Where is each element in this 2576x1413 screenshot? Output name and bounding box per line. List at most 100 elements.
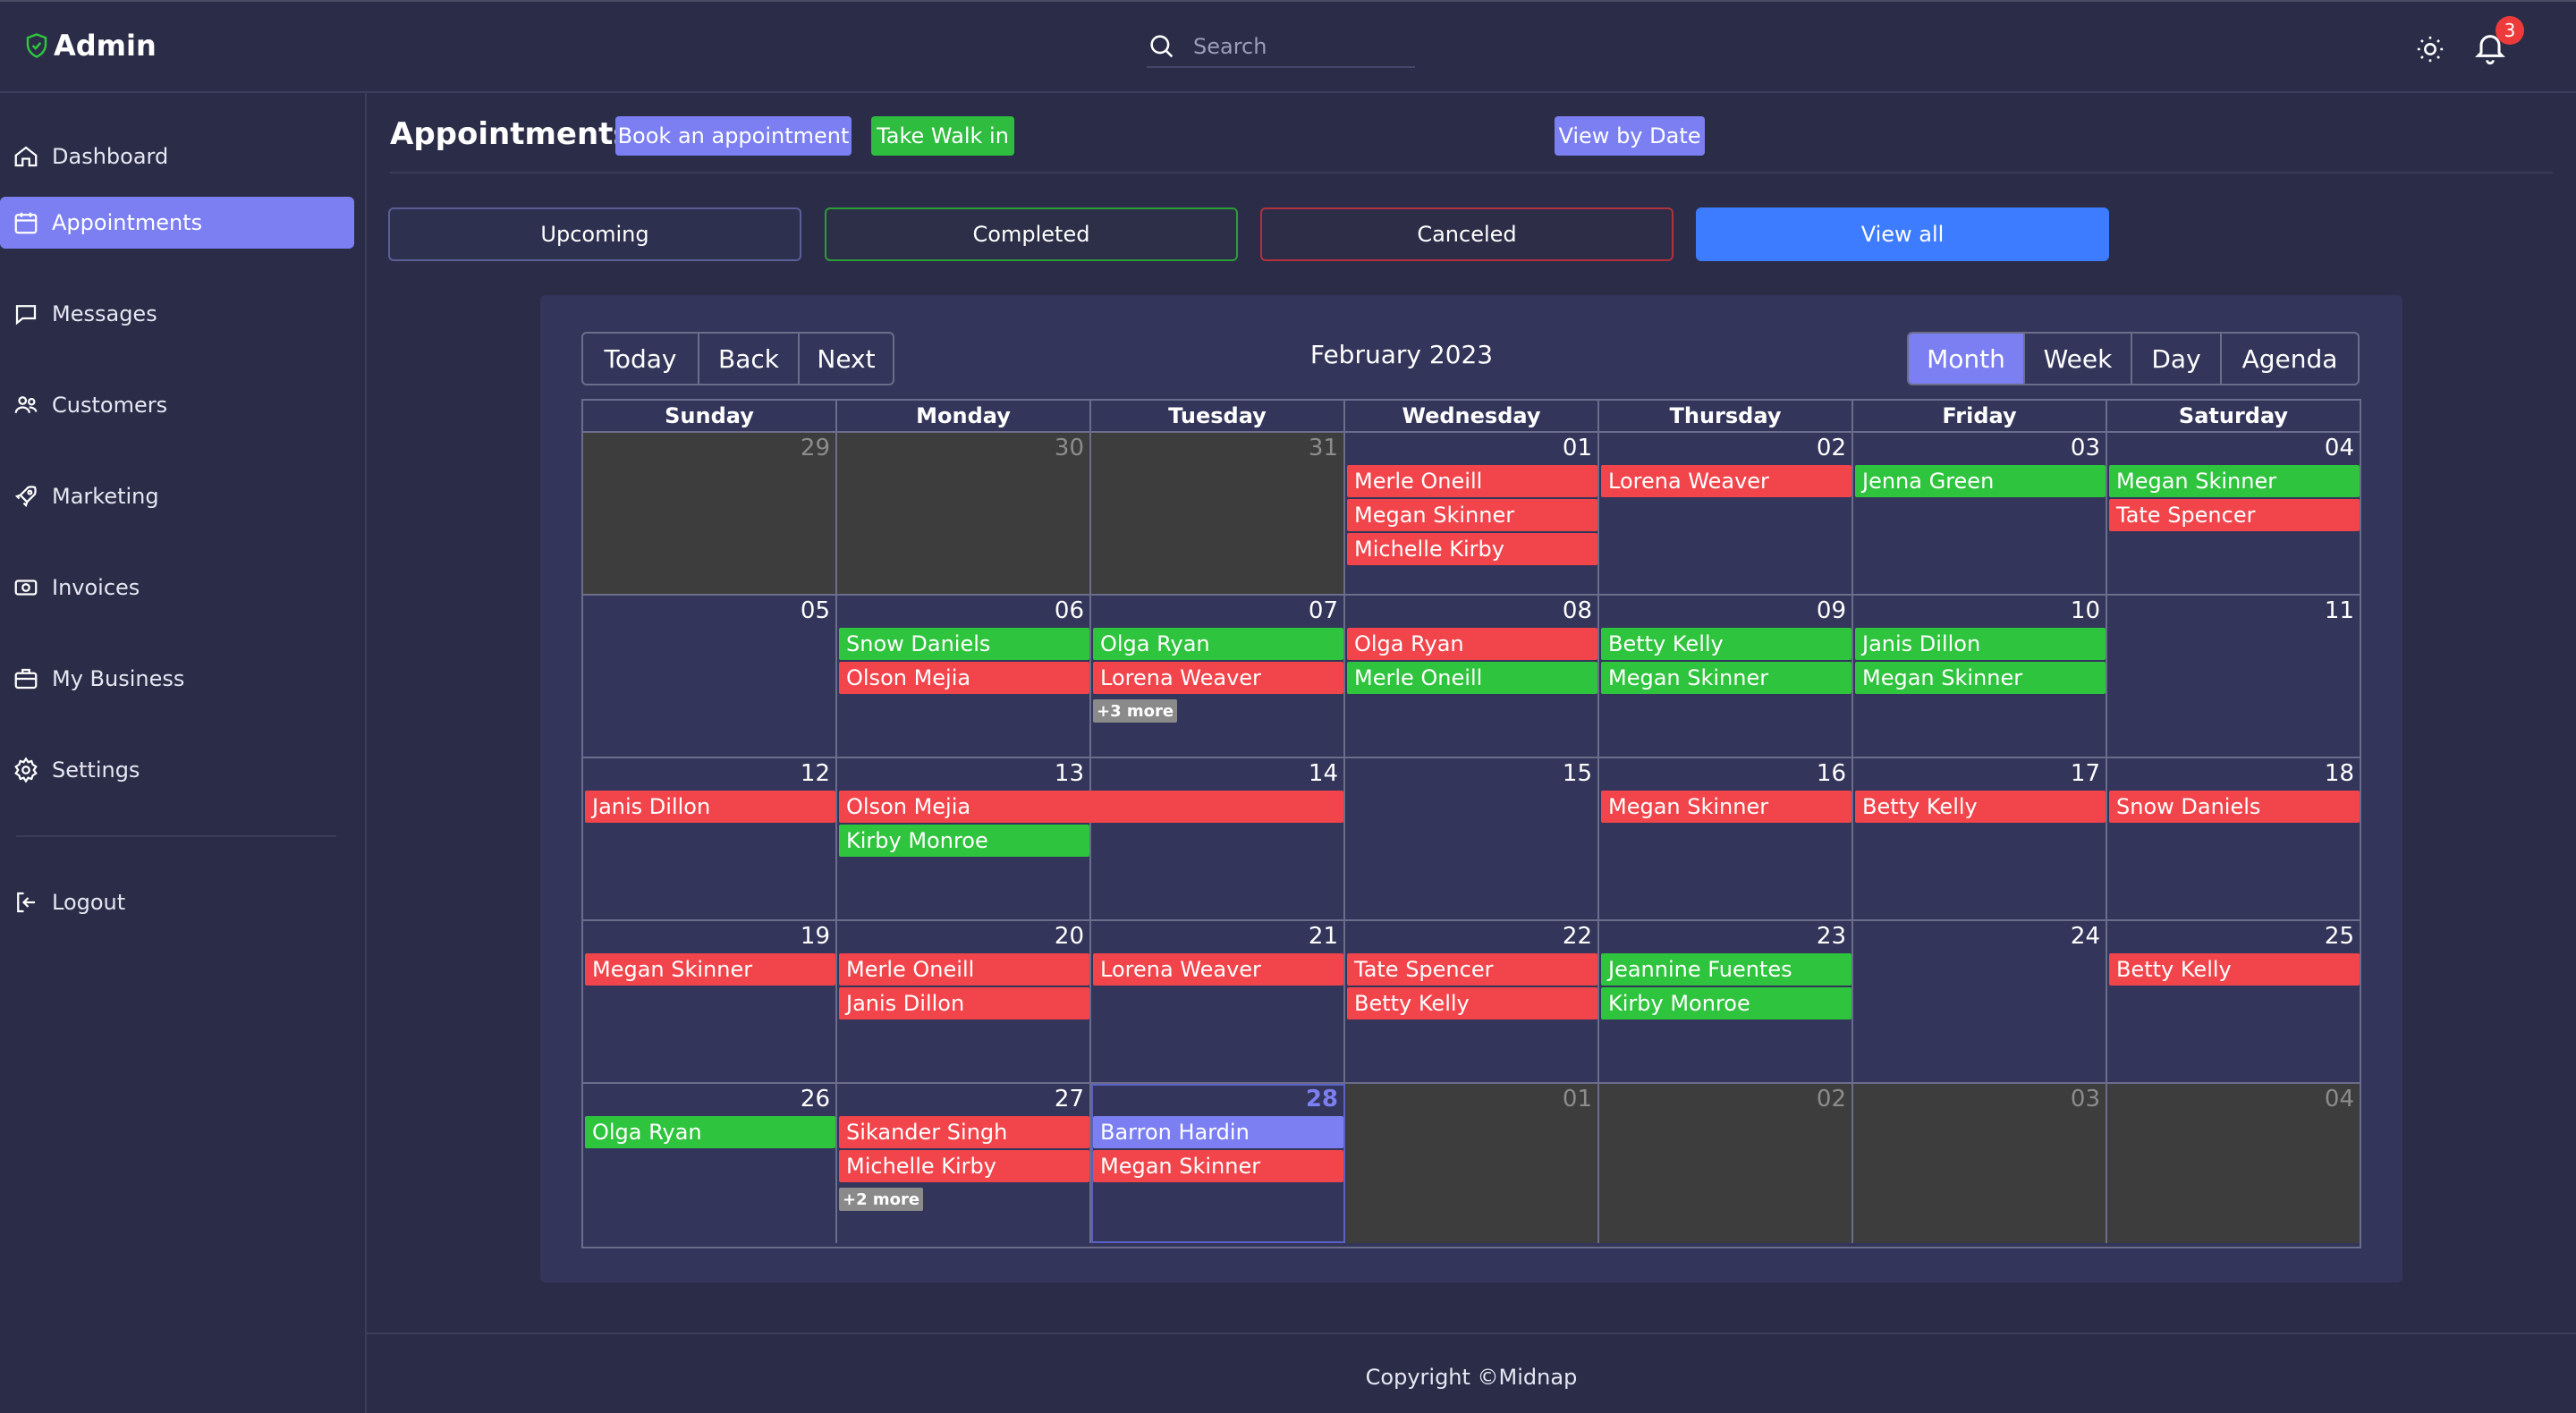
day-number[interactable]: 22 bbox=[1562, 923, 1592, 950]
day-cell[interactable]: 09 bbox=[1599, 596, 1853, 758]
day-number[interactable]: 30 bbox=[1054, 435, 1084, 461]
next-button[interactable]: Next bbox=[817, 343, 876, 374]
sidebar-item-invoices[interactable]: Invoices bbox=[0, 562, 354, 613]
brand[interactable]: Admin bbox=[23, 29, 157, 63]
day-number[interactable]: 17 bbox=[2070, 760, 2100, 787]
view-week-button[interactable]: Week bbox=[2025, 334, 2132, 384]
search-icon[interactable] bbox=[1147, 31, 1177, 62]
day-cell[interactable]: 02 bbox=[1599, 433, 1853, 596]
day-number[interactable]: 05 bbox=[800, 597, 830, 624]
day-number[interactable]: 14 bbox=[1308, 760, 1338, 787]
day-cell[interactable]: 30 bbox=[837, 433, 1091, 596]
filter-view-all-button[interactable]: View all bbox=[1696, 207, 2109, 261]
day-cell[interactable]: 07 +3 more bbox=[1091, 596, 1345, 758]
day-number[interactable]: 20 bbox=[1054, 923, 1084, 950]
day-number[interactable]: 25 bbox=[2324, 923, 2354, 950]
view-by-date-button[interactable]: View by Date bbox=[1555, 116, 1705, 156]
day-cell[interactable]: 21 bbox=[1091, 921, 1345, 1084]
day-number[interactable]: 01 bbox=[1562, 1086, 1592, 1113]
appointment-event[interactable]: Snow Daniels bbox=[839, 628, 1089, 660]
day-cell[interactable]: 24 bbox=[1853, 921, 2107, 1084]
day-number[interactable]: 13 bbox=[1054, 760, 1084, 787]
show-more-link[interactable]: +3 more bbox=[1093, 699, 1178, 723]
appointment-event[interactable]: Megan Skinner bbox=[2109, 465, 2360, 497]
show-more-link[interactable]: +2 more bbox=[839, 1188, 924, 1211]
appointment-event[interactable]: Megan Skinner bbox=[1855, 662, 2106, 694]
appointment-event[interactable]: Barron Hardin bbox=[1093, 1116, 1343, 1148]
appointment-event[interactable]: Megan Skinner bbox=[585, 953, 835, 986]
view-month-button[interactable]: Month bbox=[1909, 334, 2025, 384]
appointment-event[interactable]: Megan Skinner bbox=[1601, 791, 1852, 823]
day-number[interactable]: 24 bbox=[2070, 923, 2100, 950]
appointment-event[interactable]: Betty Kelly bbox=[1347, 987, 1597, 1020]
day-number[interactable]: 08 bbox=[1562, 597, 1592, 624]
day-number[interactable]: 01 bbox=[1562, 435, 1592, 461]
day-cell[interactable]: 18 bbox=[2107, 758, 2360, 921]
day-number[interactable]: 11 bbox=[2324, 597, 2354, 624]
back-button[interactable]: Back bbox=[699, 334, 800, 384]
day-cell[interactable]: 17 bbox=[1853, 758, 2107, 921]
appointment-event[interactable]: Jenna Green bbox=[1855, 465, 2106, 497]
theme-toggle-sun-icon[interactable] bbox=[2415, 34, 2445, 64]
day-cell[interactable]: 15 bbox=[1345, 758, 1599, 921]
day-number[interactable]: 19 bbox=[800, 923, 830, 950]
appointment-event[interactable]: Kirby Monroe bbox=[839, 825, 1089, 857]
appointment-event[interactable]: Snow Daniels bbox=[2109, 791, 2360, 823]
day-number[interactable]: 04 bbox=[2324, 435, 2354, 461]
day-number[interactable]: 03 bbox=[2070, 435, 2100, 461]
appointment-event[interactable]: Merle Oneill bbox=[1347, 465, 1597, 497]
appointment-event[interactable]: Betty Kelly bbox=[1601, 628, 1852, 660]
day-cell[interactable]: 11 bbox=[2107, 596, 2360, 758]
appointment-event[interactable]: Tate Spencer bbox=[1347, 953, 1597, 986]
day-cell[interactable]: 04 bbox=[2107, 1084, 2360, 1243]
day-cell[interactable]: 22 bbox=[1345, 921, 1599, 1084]
appointment-event[interactable]: Janis Dillon bbox=[1855, 628, 2106, 660]
day-cell[interactable]: 03 bbox=[1853, 1084, 2107, 1243]
day-number[interactable]: 03 bbox=[2070, 1086, 2100, 1113]
day-cell[interactable]: 02 bbox=[1599, 1084, 1853, 1243]
appointment-event[interactable]: Janis Dillon bbox=[585, 791, 835, 823]
appointment-event[interactable]: Kirby Monroe bbox=[1601, 987, 1852, 1020]
sidebar-item-dashboard[interactable]: Dashboard bbox=[0, 131, 354, 182]
appointment-event[interactable]: Merle Oneill bbox=[1347, 662, 1597, 694]
sidebar-item-my-business[interactable]: My Business bbox=[0, 653, 354, 705]
day-number[interactable]: 26 bbox=[800, 1086, 830, 1113]
today-button[interactable]: Today bbox=[583, 334, 699, 384]
day-cell[interactable]: 08 bbox=[1345, 596, 1599, 758]
day-cell[interactable]: 26 bbox=[583, 1084, 837, 1243]
day-cell[interactable]: 12 bbox=[583, 758, 837, 921]
appointment-event[interactable]: Megan Skinner bbox=[1347, 499, 1597, 531]
day-cell[interactable]: 13 bbox=[837, 758, 1091, 921]
filter-upcoming-button[interactable]: Upcoming bbox=[388, 207, 801, 261]
day-number[interactable]: 27 bbox=[1054, 1086, 1084, 1113]
book-appointment-button[interactable]: Book an appointment bbox=[615, 116, 852, 156]
sidebar-item-appointments[interactable]: Appointments bbox=[0, 197, 354, 249]
appointment-event[interactable]: Megan Skinner bbox=[1093, 1150, 1343, 1182]
day-number[interactable]: 21 bbox=[1308, 923, 1338, 950]
day-cell[interactable]: 03 bbox=[1853, 433, 2107, 596]
day-cell[interactable]: 27 +2 more bbox=[837, 1084, 1091, 1243]
day-number[interactable]: 12 bbox=[800, 760, 830, 787]
day-number[interactable]: 09 bbox=[1816, 597, 1846, 624]
view-day-button[interactable]: Day bbox=[2132, 334, 2222, 384]
appointment-event[interactable]: Olson Mejia bbox=[839, 662, 1089, 694]
day-number[interactable]: 06 bbox=[1054, 597, 1084, 624]
day-number[interactable]: 31 bbox=[1308, 435, 1338, 461]
view-agenda-button[interactable]: Agenda bbox=[2241, 343, 2338, 374]
day-cell[interactable]: 19 bbox=[583, 921, 837, 1084]
day-number[interactable]: 23 bbox=[1816, 923, 1846, 950]
day-cell[interactable]: 14 bbox=[1091, 758, 1345, 921]
appointment-event[interactable]: Michelle Kirby bbox=[1347, 533, 1597, 565]
day-cell[interactable]: 05 bbox=[583, 596, 837, 758]
appointment-event[interactable]: Michelle Kirby bbox=[839, 1150, 1089, 1182]
day-cell[interactable]: 16 bbox=[1599, 758, 1853, 921]
day-cell[interactable]: 31 bbox=[1091, 433, 1345, 596]
appointment-event[interactable]: Olga Ryan bbox=[1093, 628, 1343, 660]
appointment-event[interactable]: Jeannine Fuentes bbox=[1601, 953, 1852, 986]
appointment-event[interactable]: Betty Kelly bbox=[1855, 791, 2106, 823]
day-cell[interactable]: 29 bbox=[583, 433, 837, 596]
day-cell[interactable]: 06 bbox=[837, 596, 1091, 758]
appointment-event[interactable]: Merle Oneill bbox=[839, 953, 1089, 986]
take-walk-in-button[interactable]: Take Walk in bbox=[871, 116, 1014, 156]
day-number[interactable]: 04 bbox=[2324, 1086, 2354, 1113]
